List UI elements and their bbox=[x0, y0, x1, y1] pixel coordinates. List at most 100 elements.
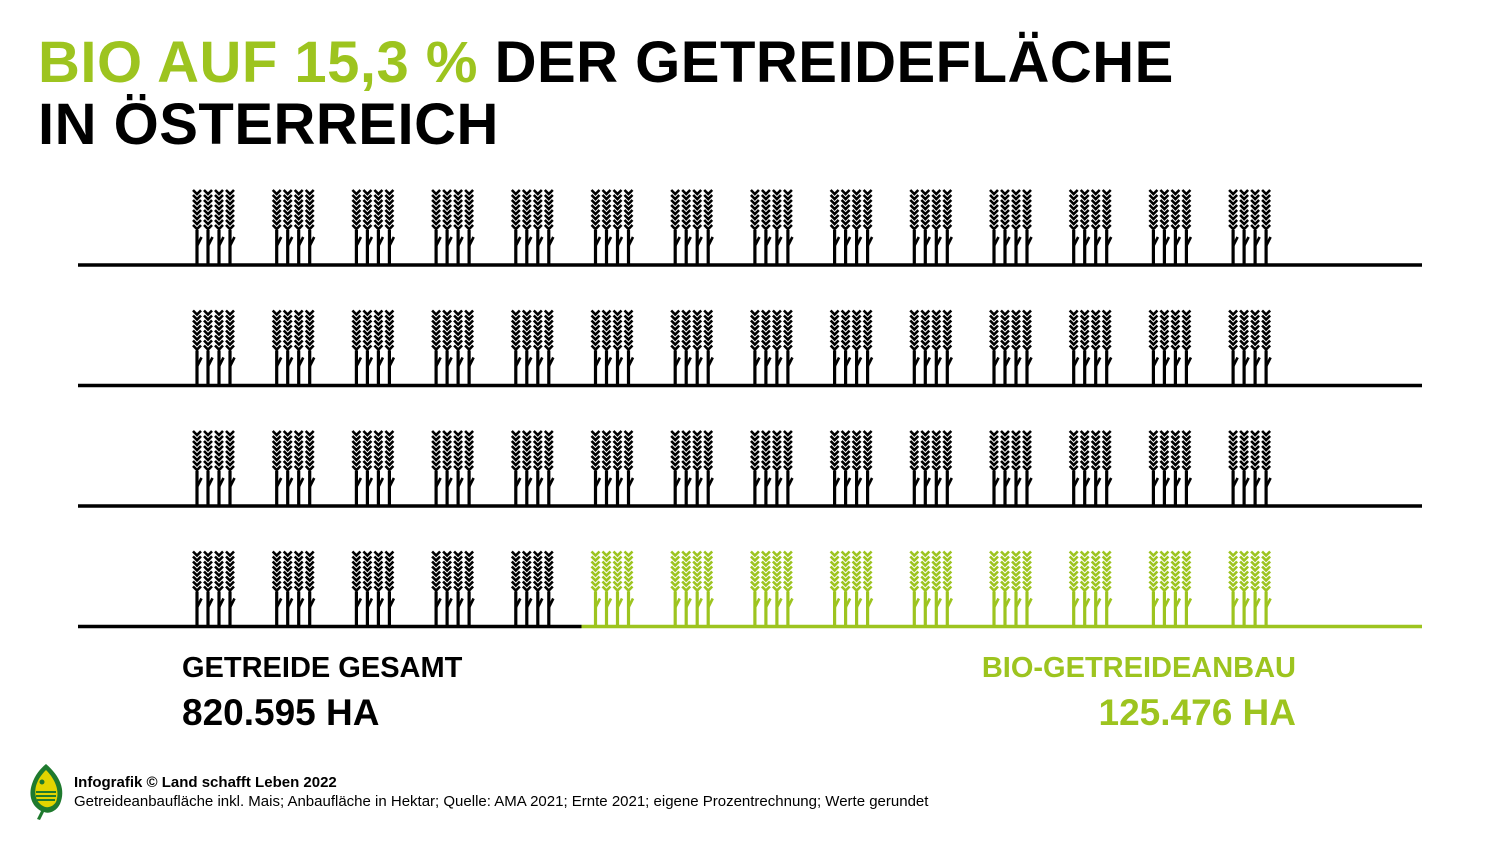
wheat-stalk-icon bbox=[1249, 188, 1262, 267]
wheat-stalk-icon bbox=[350, 188, 363, 267]
wheat-stalk-icon bbox=[861, 429, 874, 508]
wheat-stalk-icon bbox=[908, 188, 921, 267]
wheat-stalk-icon bbox=[988, 549, 1001, 629]
wheat-stalk-icon bbox=[532, 188, 544, 267]
wheat-group bbox=[271, 549, 316, 629]
wheat-stalk-icon bbox=[828, 429, 841, 508]
wheat-stalk-icon bbox=[441, 429, 454, 508]
wheat-stalk-icon bbox=[282, 429, 294, 508]
wheat-group bbox=[1147, 188, 1193, 267]
wheat-group bbox=[1227, 308, 1273, 388]
wheat-stalk-icon bbox=[543, 429, 555, 508]
wheat-group bbox=[430, 188, 476, 267]
wheat-stalk-icon bbox=[1090, 308, 1102, 388]
wheat-stalk-icon bbox=[441, 549, 454, 629]
wheat-stalk-icon bbox=[999, 549, 1012, 629]
wheat-stalk-icon bbox=[771, 188, 784, 267]
wheat-stalk-icon bbox=[680, 549, 693, 629]
wheat-stalk-icon bbox=[850, 188, 863, 267]
wheat-stalk-icon bbox=[600, 549, 613, 629]
wheat-stalk-icon bbox=[452, 308, 465, 388]
wheat-stalk-icon bbox=[510, 429, 522, 508]
wheat-stalk-icon bbox=[919, 549, 932, 629]
wheat-stalk-icon bbox=[908, 549, 921, 629]
wheat-stalk-icon bbox=[702, 429, 715, 508]
wheat-stalk-icon bbox=[293, 549, 305, 629]
wheat-group bbox=[749, 429, 795, 508]
wheat-group bbox=[988, 429, 1034, 508]
wheat-stalk-icon bbox=[304, 188, 316, 267]
wheat-stalk-icon bbox=[282, 549, 294, 629]
title-highlight: BIO AUF 15,3 % bbox=[38, 30, 478, 95]
wheat-stalk-icon bbox=[1238, 308, 1251, 388]
wheat-stalk-icon bbox=[304, 308, 316, 388]
wheat-stalk-icon bbox=[1158, 549, 1171, 629]
wheat-stalk-icon bbox=[372, 308, 385, 388]
wheat-group bbox=[1068, 188, 1113, 267]
wheat-group bbox=[191, 308, 237, 388]
wheat-stalk-icon bbox=[680, 429, 693, 508]
wheat-stalk-icon bbox=[1101, 188, 1113, 267]
wheat-stalk-icon bbox=[383, 549, 396, 629]
wheat-stalk-icon bbox=[1068, 549, 1080, 629]
wheat-stalk-icon bbox=[941, 429, 954, 508]
wheat-stalk-icon bbox=[543, 188, 555, 267]
wheat-stalk-icon bbox=[839, 188, 852, 267]
wheat-stalk-icon bbox=[839, 429, 852, 508]
wheat-group bbox=[191, 429, 237, 508]
wheat-stalk-icon bbox=[760, 429, 773, 508]
bio-wheat-group bbox=[1227, 549, 1273, 629]
bio-wheat-group bbox=[749, 549, 795, 629]
wheat-stalk-icon bbox=[771, 308, 784, 388]
wheat-stalk-icon bbox=[1079, 308, 1091, 388]
wheat-stalk-icon bbox=[1158, 429, 1171, 508]
wheat-stalk-icon bbox=[680, 188, 693, 267]
wheat-stalk-icon bbox=[839, 549, 852, 629]
wheat-stalk-icon bbox=[622, 308, 635, 388]
wheat-stalk-icon bbox=[350, 549, 363, 629]
wheat-stalk-icon bbox=[361, 308, 374, 388]
wheat-stalk-icon bbox=[600, 429, 613, 508]
wheat-stalk-icon bbox=[191, 188, 204, 267]
wheat-stalk-icon bbox=[850, 429, 863, 508]
wheat-stalk-icon bbox=[828, 188, 841, 267]
wheat-group bbox=[1068, 308, 1113, 388]
wheat-group bbox=[430, 308, 476, 388]
wheat-stalk-icon bbox=[510, 308, 522, 388]
wheat-stalk-icon bbox=[304, 429, 316, 508]
wheat-stalk-icon bbox=[1180, 549, 1193, 629]
wheat-stalk-icon bbox=[350, 429, 363, 508]
wheat-stalk-icon bbox=[191, 308, 204, 388]
title-line2: IN ÖSTERREICH bbox=[38, 92, 499, 157]
wheat-stalk-icon bbox=[669, 549, 682, 629]
wheat-stalk-icon bbox=[941, 308, 954, 388]
wheat-stalk-icon bbox=[1021, 549, 1034, 629]
wheat-stalk-icon bbox=[691, 188, 704, 267]
wheat-stalk-icon bbox=[861, 308, 874, 388]
wheat-stalk-icon bbox=[1147, 549, 1160, 629]
wheat-stalk-icon bbox=[1021, 429, 1034, 508]
wheat-stalk-icon bbox=[782, 188, 795, 267]
wheat-stalk-icon bbox=[383, 429, 396, 508]
wheat-group bbox=[271, 188, 316, 267]
wheat-stalk-icon bbox=[702, 188, 715, 267]
wheat-stalk-icon bbox=[850, 308, 863, 388]
wheat-stalk-icon bbox=[383, 308, 396, 388]
wheat-stalk-icon bbox=[1101, 549, 1113, 629]
wheat-stalk-icon bbox=[213, 429, 226, 508]
wheat-stalk-icon bbox=[919, 429, 932, 508]
wheat-stalk-icon bbox=[999, 308, 1012, 388]
wheat-group bbox=[669, 308, 715, 388]
wheat-group bbox=[828, 188, 874, 267]
wheat-stalk-icon bbox=[452, 549, 465, 629]
wheat-stalk-icon bbox=[463, 549, 476, 629]
wheat-group bbox=[828, 308, 874, 388]
wheat-stalk-icon bbox=[1227, 308, 1240, 388]
wheat-stalk-icon bbox=[510, 549, 522, 629]
wheat-group bbox=[1147, 308, 1193, 388]
wheat-stalk-icon bbox=[430, 429, 443, 508]
wheat-stalk-icon bbox=[430, 549, 443, 629]
wheat-group bbox=[749, 308, 795, 388]
wheat-stalk-icon bbox=[941, 188, 954, 267]
wheat-stalk-icon bbox=[749, 308, 762, 388]
